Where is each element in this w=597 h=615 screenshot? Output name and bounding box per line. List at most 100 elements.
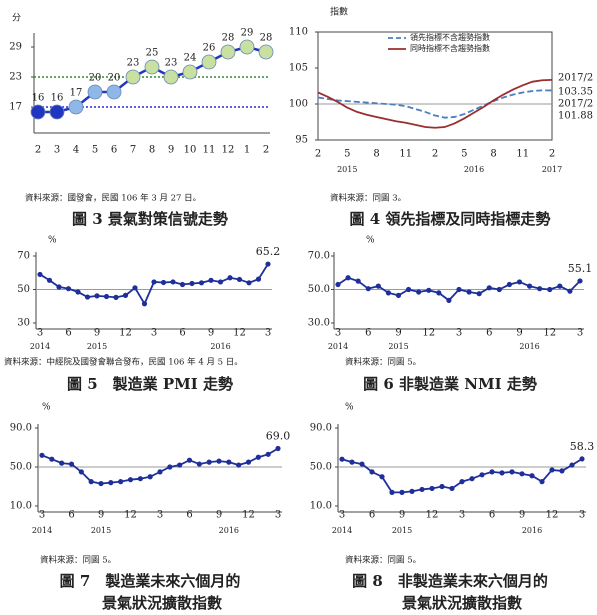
x-tick-label: 3: [459, 510, 465, 521]
year-label: 2015: [388, 342, 408, 351]
y-tick-label: 17: [9, 102, 22, 113]
x-tick-label: 9: [519, 510, 525, 521]
data-label: 17: [70, 88, 83, 99]
data-point: [547, 286, 553, 293]
year-label: 2014: [332, 526, 352, 535]
data-point: [87, 84, 103, 100]
x-tick-label: 9: [399, 510, 405, 521]
year-label: 2015: [87, 342, 107, 351]
y-tick-label: 10.0: [310, 501, 332, 512]
x-tick-label: 3: [37, 328, 43, 339]
x-tick-label: 12: [546, 510, 559, 521]
data-label: 28: [260, 33, 273, 44]
x-tick-label: 12: [426, 510, 439, 521]
x-tick-label: 6: [489, 510, 495, 521]
data-point: [108, 479, 114, 486]
data-label: 16: [32, 93, 45, 104]
x-tick-label: 8: [373, 149, 379, 160]
x-tick-label: 6: [365, 328, 371, 339]
x-tick-label: 7: [130, 145, 136, 156]
series-line: [317, 89, 553, 119]
data-point: [258, 44, 274, 60]
data-point: [459, 479, 465, 485]
data-point: [529, 473, 535, 479]
data-point: [499, 470, 505, 476]
data-point: [426, 287, 432, 293]
data-point: [56, 284, 62, 290]
data-point: [132, 285, 138, 291]
chart-title: 景氣狀況擴散指數: [402, 594, 522, 612]
y-tick-label: 50.0: [310, 462, 332, 473]
y-tick-label: 90.0: [310, 423, 332, 434]
x-tick-label: 3: [157, 510, 163, 521]
series-line: [41, 447, 279, 485]
annotation: 103.35: [558, 87, 593, 98]
data-point: [68, 99, 84, 115]
data-point: [466, 289, 472, 295]
x-tick-label: 3: [39, 510, 45, 521]
data-point: [141, 301, 148, 307]
x-tick-label: 5: [461, 149, 467, 160]
data-point: [227, 275, 233, 281]
plot-frame: [317, 31, 553, 141]
data-point: [177, 462, 183, 468]
data-point: [456, 286, 462, 293]
data-point: [113, 294, 119, 300]
data-point: [389, 489, 395, 495]
data-point: [75, 289, 81, 295]
data-point: [255, 276, 262, 282]
year-label: 2014: [328, 342, 348, 351]
y-tick-label: 70.0: [308, 251, 330, 262]
data-point: [127, 477, 134, 483]
data-point: [255, 454, 261, 460]
data-point: [419, 486, 425, 493]
data-point: [339, 456, 345, 462]
data-point: [516, 279, 523, 285]
data-point: [137, 476, 143, 482]
data-point: [369, 469, 375, 475]
x-tick-label: 10: [184, 145, 197, 156]
y-tick-label: 30.0: [308, 318, 330, 329]
x-tick-label: 9: [98, 510, 104, 521]
data-point: [379, 474, 385, 480]
data-point: [189, 280, 195, 287]
x-tick-label: 2: [263, 145, 269, 156]
data-point: [147, 474, 153, 480]
data-point: [182, 64, 198, 80]
data-point: [208, 277, 214, 283]
data-point: [395, 292, 402, 298]
annotation: 2017/2: [558, 73, 593, 84]
x-tick-label: 3: [54, 145, 60, 156]
data-point: [449, 485, 455, 492]
x-tick-label: 6: [111, 145, 117, 156]
y-tick-label: 90.0: [10, 423, 32, 434]
x-tick-label: 6: [486, 328, 492, 339]
data-point: [206, 459, 212, 465]
data-point: [37, 271, 43, 278]
y-tick-label: 100: [289, 99, 308, 110]
data-point: [84, 294, 91, 300]
year-label: 2016: [464, 165, 484, 174]
x-tick-label: 12: [422, 328, 435, 339]
data-point: [557, 283, 563, 289]
data-point: [220, 44, 236, 60]
y-axis-label: 指數: [330, 6, 348, 18]
data-point: [59, 460, 65, 466]
year-label: 2014: [32, 526, 52, 535]
data-point: [345, 275, 351, 281]
data-point: [46, 277, 53, 283]
data-point: [201, 54, 217, 70]
chart-title: 圖 6 非製造業 NMI 走勢: [363, 375, 537, 393]
data-label: 55.1: [568, 262, 593, 275]
x-tick-label: 8: [149, 145, 155, 156]
y-tick-label: 105: [289, 63, 308, 74]
x-tick-label: 12: [222, 145, 235, 156]
data-point: [118, 479, 124, 485]
data-point: [236, 276, 243, 283]
y-tick-label: 95: [295, 135, 308, 146]
data-point: [429, 485, 435, 492]
data-point: [385, 290, 392, 296]
data-point: [160, 279, 167, 286]
